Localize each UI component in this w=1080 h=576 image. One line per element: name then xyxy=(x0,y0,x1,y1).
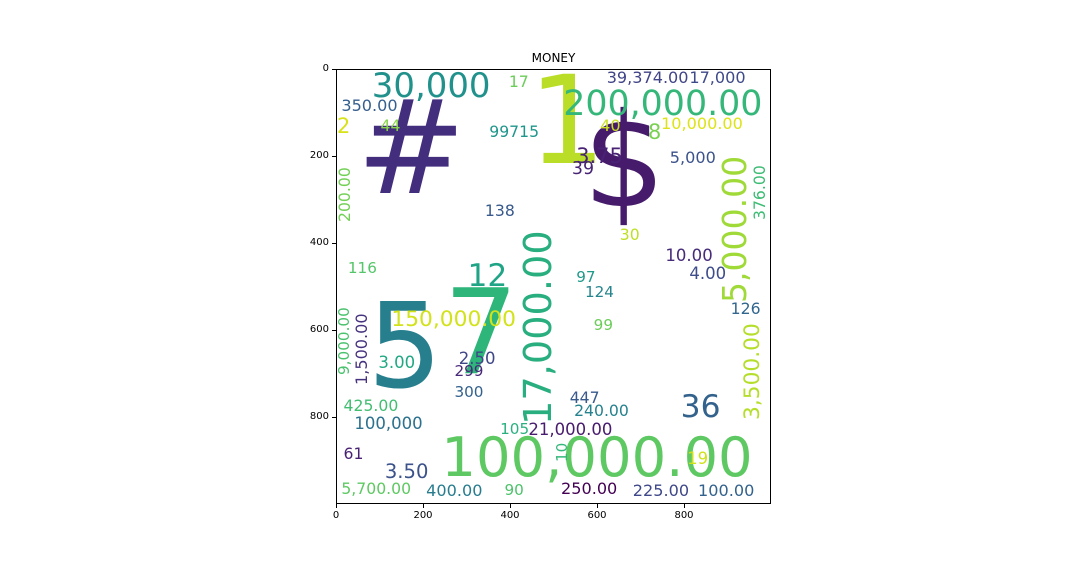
word-51: 19 xyxy=(687,448,709,468)
word-56: 90 xyxy=(504,481,524,500)
word-31: 10.00 xyxy=(665,246,713,266)
word-22: 17 xyxy=(508,72,529,92)
x-tick-label-1: 200 xyxy=(413,510,433,521)
word-55: 400.00 xyxy=(426,481,483,501)
y-tick-0 xyxy=(332,68,336,70)
y-tick-label-2: 400 xyxy=(309,237,329,248)
word-57: 250.00 xyxy=(561,479,618,499)
word-42: 299 xyxy=(454,361,484,380)
word-18: 39 xyxy=(571,159,595,180)
word-38: 9,000.00 xyxy=(336,306,353,375)
word-17: 3.75 xyxy=(576,144,623,169)
word-8: 30,000 xyxy=(371,69,491,106)
word-39: 1,500.00 xyxy=(352,313,372,386)
word-32: 4.00 xyxy=(689,263,727,283)
word-12: 36 xyxy=(680,388,721,425)
word-1: # xyxy=(356,72,466,225)
word-41: 2.50 xyxy=(458,348,496,368)
y-tick-2 xyxy=(332,242,336,244)
word-5: 100,000.00 xyxy=(441,426,753,490)
word-52: 61 xyxy=(343,444,364,464)
y-tick-label-3: 600 xyxy=(309,324,329,335)
word-54: 5,700.00 xyxy=(341,479,412,499)
x-tick-2 xyxy=(509,504,511,508)
word-6: 17,000.00 xyxy=(515,229,561,425)
word-48: 105 xyxy=(500,420,530,439)
x-tick-0 xyxy=(335,504,337,508)
word-36: 126 xyxy=(730,298,761,318)
y-tick-1 xyxy=(332,155,336,157)
word-15: 17,000 xyxy=(689,69,746,87)
word-7: 200,000.00 xyxy=(563,84,763,125)
word-14: 39,374.00 xyxy=(606,69,689,87)
word-16: 10,000.00 xyxy=(661,113,743,133)
word-0: $ xyxy=(582,85,666,238)
x-tick-label-3: 600 xyxy=(587,510,607,521)
word-24: 2 xyxy=(337,113,351,138)
word-19: 5,000 xyxy=(669,148,716,168)
word-59: 100.00 xyxy=(698,481,755,501)
word-35: 124 xyxy=(584,283,614,302)
word-20: 8 xyxy=(648,120,662,145)
x-tick-label-4: 800 xyxy=(674,510,694,521)
x-tick-label-2: 400 xyxy=(500,510,520,521)
word-28: 138 xyxy=(484,200,515,220)
word-2: 5 xyxy=(367,277,443,415)
word-33: 116 xyxy=(347,259,377,278)
word-50: 10 xyxy=(552,442,571,462)
word-25: 44 xyxy=(380,115,401,135)
x-tick-label-0: 0 xyxy=(332,510,340,521)
word-58: 225.00 xyxy=(632,481,690,501)
word-40: 3.00 xyxy=(378,352,416,372)
x-tick-3 xyxy=(596,504,598,508)
word-29: 376.00 xyxy=(750,165,770,221)
word-11: 3,500.00 xyxy=(739,323,765,421)
word-45: 240.00 xyxy=(574,400,629,420)
word-34: 97 xyxy=(576,268,596,287)
wordcloud-axes: $ #5 7 1 100,000.00 17,000.00 200,000.00 30,000… xyxy=(336,69,771,504)
word-21: 40 xyxy=(600,115,621,135)
word-27: 200.00 xyxy=(336,167,354,223)
word-47: 100,000 xyxy=(354,413,423,433)
x-tick-1 xyxy=(422,504,424,508)
word-30: 30 xyxy=(619,224,640,244)
word-3: 7 xyxy=(443,264,519,402)
word-43: 300 xyxy=(454,383,484,402)
word-26: 99715 xyxy=(489,122,540,142)
word-10: 150,000.00 xyxy=(391,307,516,333)
word-4: 1 xyxy=(528,69,606,193)
y-tick-4 xyxy=(332,416,336,418)
word-49: 21,000.00 xyxy=(528,420,613,440)
word-53: 3.50 xyxy=(384,459,429,483)
word-46: 425.00 xyxy=(343,396,399,416)
x-tick-4 xyxy=(683,504,685,508)
plot-title: MONEY xyxy=(531,51,576,65)
y-tick-label-4: 800 xyxy=(309,411,329,422)
y-tick-label-0: 0 xyxy=(322,63,329,74)
word-37: 99 xyxy=(593,315,614,334)
word-23: 350.00 xyxy=(341,96,398,116)
y-tick-3 xyxy=(332,329,336,331)
y-tick-label-1: 200 xyxy=(309,150,329,161)
word-13: 12 xyxy=(467,258,508,295)
word-44: 447 xyxy=(569,387,600,407)
